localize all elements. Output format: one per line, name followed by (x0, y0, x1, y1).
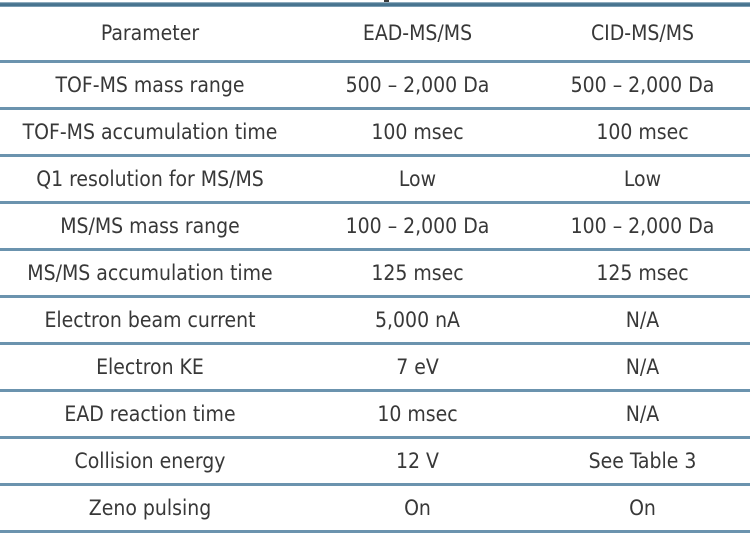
ead-value-cell: 100 – 2,000 Da (345, 213, 490, 238)
table-row: EAD reaction time 10 msec N/A (0, 389, 750, 436)
ead-value-cell: 7 eV (396, 354, 439, 379)
ead-value-cell: 5,000 nA (375, 307, 460, 332)
column-header-cid: CID-MS/MS (590, 21, 695, 45)
cid-value-cell: 500 – 2,000 Da (570, 72, 715, 97)
ead-value-cell: 100 msec (371, 119, 464, 144)
parameter-cell: Collision energy (74, 448, 226, 473)
parameter-cell: TOF-MS mass range (55, 72, 245, 97)
table-row: Electron KE 7 eV N/A (0, 342, 750, 389)
ead-value-cell: 12 V (396, 448, 439, 473)
ead-value-cell: On (404, 495, 431, 520)
table-row: TOF-MS accumulation time 100 msec 100 ms… (0, 107, 750, 154)
cid-value-cell: Low (623, 166, 662, 191)
table-row: TOF-MS mass range 500 – 2,000 Da 500 – 2… (0, 60, 750, 107)
table-header-row: Parameter EAD-MS/MS CID-MS/MS (0, 7, 750, 60)
parameter-cell: EAD reaction time (64, 401, 236, 426)
cid-value-cell: N/A (625, 354, 660, 379)
parameter-cell: MS/MS mass range (60, 213, 240, 238)
ead-value-cell: 500 – 2,000 Da (345, 72, 490, 97)
cid-value-cell: See Table 3 (588, 448, 697, 473)
table-row: MS/MS mass range 100 – 2,000 Da 100 – 2,… (0, 201, 750, 248)
ead-value-cell: Low (398, 166, 437, 191)
cropped-text-remnant (384, 0, 389, 3)
parameter-cell: MS/MS accumulation time (27, 260, 273, 285)
table-top-border (0, 2, 750, 7)
parameter-cell: Electron beam current (44, 307, 256, 332)
parameter-cell: TOF-MS accumulation time (22, 119, 278, 144)
table-row: Zeno pulsing On On (0, 483, 750, 530)
table-row: MS/MS accumulation time 125 msec 125 mse… (0, 248, 750, 295)
parameter-cell: Q1 resolution for MS/MS (36, 166, 264, 191)
parameter-cell: Electron KE (96, 354, 204, 379)
table-row: Q1 resolution for MS/MS Low Low (0, 154, 750, 201)
cid-value-cell: N/A (625, 401, 660, 426)
cid-value-cell: 125 msec (596, 260, 689, 285)
parameter-cell: Zeno pulsing (88, 495, 212, 520)
cid-value-cell: 100 – 2,000 Da (570, 213, 715, 238)
cid-value-cell: N/A (625, 307, 660, 332)
column-header-parameter: Parameter (100, 21, 200, 45)
table-row: Electron beam current 5,000 nA N/A (0, 295, 750, 342)
ead-value-cell: 125 msec (371, 260, 464, 285)
cid-value-cell: On (629, 495, 656, 520)
cid-value-cell: 100 msec (596, 119, 689, 144)
ead-value-cell: 10 msec (377, 401, 458, 426)
column-header-ead: EAD-MS/MS (362, 21, 473, 45)
table-row: Collision energy 12 V See Table 3 (0, 436, 750, 483)
